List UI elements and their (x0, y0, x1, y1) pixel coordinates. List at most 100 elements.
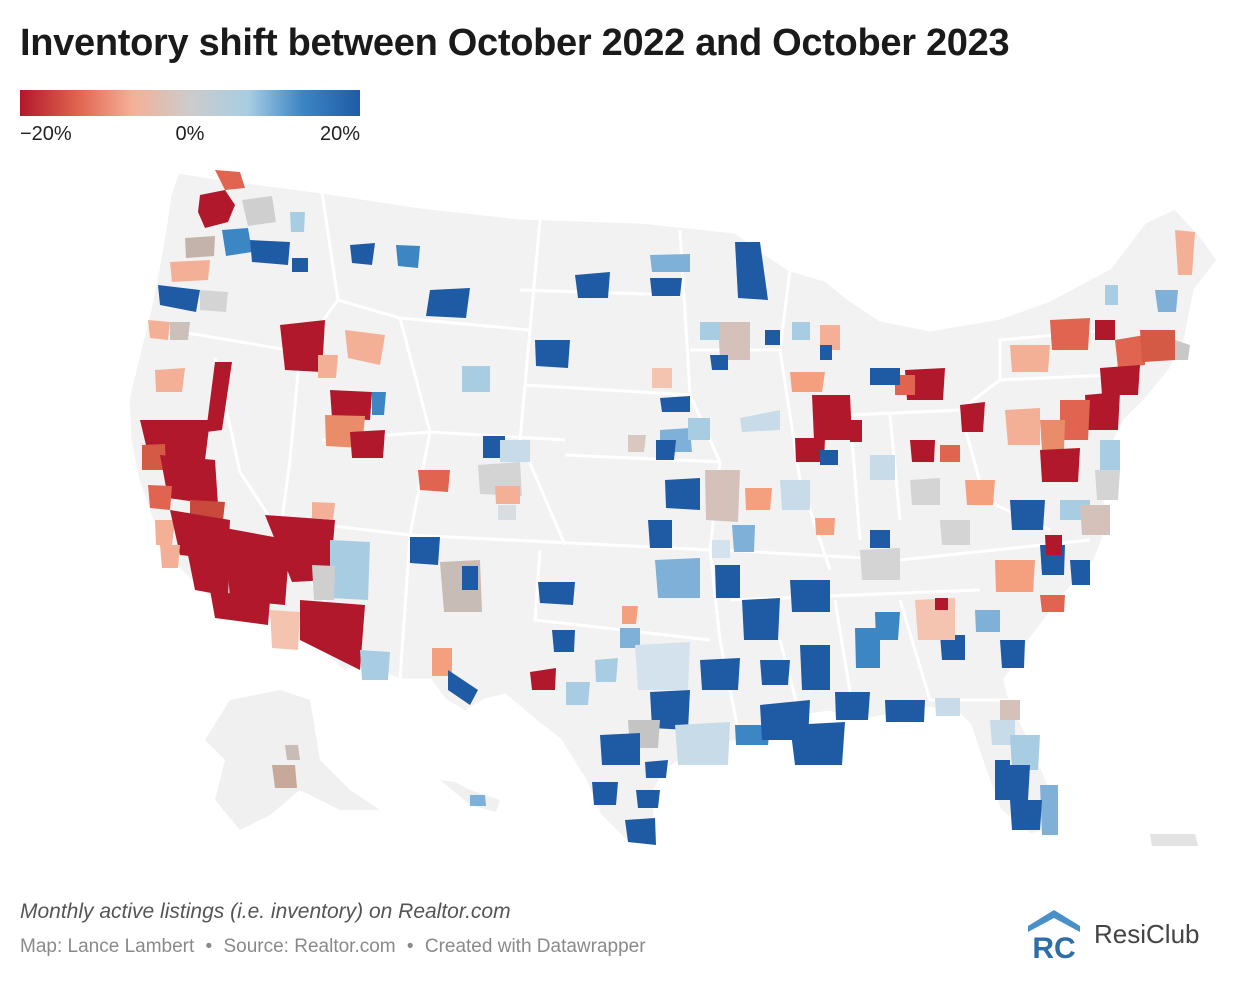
metro-area (855, 628, 880, 668)
metro-area (1005, 765, 1030, 800)
metro-area (1085, 392, 1120, 430)
metro-area (270, 610, 300, 650)
metro-area (538, 582, 575, 605)
metro-area (790, 580, 830, 612)
metro-area (940, 520, 970, 545)
metro-area (1100, 365, 1140, 395)
metro-area (300, 600, 365, 670)
metro-area (688, 418, 710, 440)
metro-area (290, 212, 305, 232)
metro-area (1000, 700, 1020, 720)
metro-area (462, 366, 490, 392)
metro-area (885, 700, 925, 722)
metro-area (1060, 400, 1090, 440)
metro-area (652, 368, 672, 388)
logo-letters: RC (1032, 932, 1075, 962)
metro-area (426, 288, 470, 318)
metro-area (396, 245, 420, 268)
metro-area (1010, 800, 1042, 830)
metro-area (995, 560, 1035, 592)
metro-area (552, 630, 575, 652)
metro-area (705, 470, 740, 522)
metro-area (622, 606, 638, 624)
metro-area (312, 565, 335, 600)
metro-area (495, 486, 520, 504)
metro-area (1010, 345, 1050, 372)
metro-area (1050, 318, 1090, 350)
state-border (337, 219, 542, 332)
metro-area (870, 530, 890, 548)
metro-area (372, 392, 386, 415)
metro-area (470, 795, 486, 806)
resiclub-brand: RC ResiClub (1024, 906, 1200, 962)
us-inventory-map (126, 170, 1220, 847)
metro-area (185, 236, 215, 258)
metro-area (1140, 330, 1175, 362)
metro-area (940, 445, 960, 462)
metro-area (350, 430, 385, 458)
state-border (898, 599, 1010, 702)
tool-credit: Created with Datawrapper (424, 936, 646, 957)
metro-area (148, 320, 170, 340)
metro-area (675, 722, 730, 765)
metro-area (790, 722, 845, 765)
metro-area (645, 760, 668, 778)
metro-area (812, 395, 852, 440)
metro-area (1175, 340, 1190, 360)
metro-area (535, 340, 570, 368)
legend-color-ramp (20, 90, 360, 116)
resiclub-logo-icon: RC (1028, 910, 1080, 962)
metro-area (792, 322, 810, 340)
metro-area (815, 518, 835, 535)
metro-area (975, 610, 1000, 632)
metro-area (620, 628, 640, 648)
metro-area (860, 548, 900, 580)
state-border (533, 549, 711, 642)
logo-roof (1028, 910, 1080, 932)
credit-separator: • (406, 936, 414, 957)
metro-area (745, 488, 772, 510)
metro-area (995, 760, 1010, 800)
metro-area (760, 660, 790, 685)
metro-area (155, 520, 175, 545)
metro-area (1000, 640, 1025, 668)
metro-area (345, 330, 385, 365)
metro-area (595, 658, 618, 682)
metro-area (285, 745, 300, 760)
metro-area (1040, 595, 1065, 612)
metro-area (1115, 335, 1145, 368)
chart-title: Inventory shift between October 2022 and… (20, 22, 1010, 64)
metro-area (910, 478, 940, 505)
metro-area (170, 260, 210, 282)
metro-area (170, 510, 230, 560)
legend-max-label: 20% (319, 123, 360, 145)
metro-area (1040, 785, 1058, 835)
legend-min-label: −20% (20, 123, 72, 145)
metro-area (350, 243, 375, 265)
metro-area (160, 455, 218, 505)
metro-area (718, 322, 750, 360)
metro-area (835, 692, 870, 720)
metro-area (965, 480, 995, 505)
metro-area (600, 733, 640, 765)
metro-area (148, 485, 172, 510)
metro-area (242, 196, 276, 226)
metro-area (960, 402, 985, 432)
state-border (524, 383, 691, 397)
metro-area (935, 698, 960, 716)
metro-area (330, 390, 372, 420)
metro-area (635, 642, 690, 690)
metro-area (715, 565, 740, 598)
metro-area (940, 635, 965, 660)
metro-area (188, 555, 230, 596)
metro-area (225, 528, 290, 605)
metro-area (710, 355, 728, 370)
metro-area (765, 330, 780, 345)
metro-area (740, 410, 780, 432)
metro-area (850, 420, 862, 442)
metro-area (142, 444, 166, 470)
footer-note: Monthly active listings (i.e. inventory)… (20, 900, 511, 923)
metro-area (592, 782, 618, 805)
metro-area (1080, 505, 1110, 535)
metro-area (330, 540, 370, 600)
